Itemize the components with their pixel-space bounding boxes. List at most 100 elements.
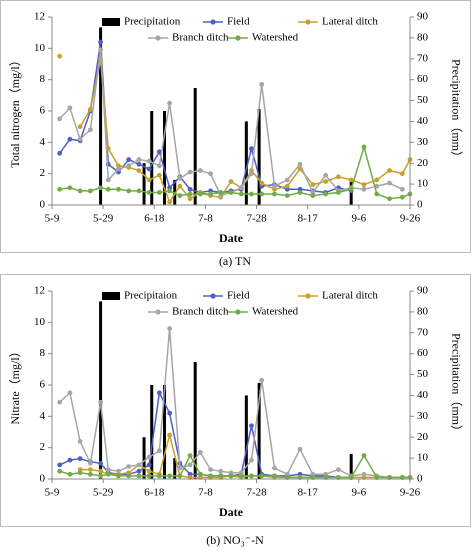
y-tick-label: 6 xyxy=(40,105,46,117)
series-point xyxy=(77,136,83,142)
series-point xyxy=(146,462,152,468)
x-tick-label: 9-26 xyxy=(400,487,421,499)
series-point xyxy=(146,177,152,183)
series-point xyxy=(323,179,329,184)
series-point xyxy=(167,473,173,479)
precipitation-bar xyxy=(193,362,197,479)
series-point xyxy=(157,172,162,178)
series-point xyxy=(208,473,213,479)
y-tick-label: 8 xyxy=(40,73,46,85)
series-point xyxy=(136,168,142,173)
y2-tick-label: 20 xyxy=(417,157,429,169)
y-axis-title: Total nitrogen（mg/l） xyxy=(8,54,22,167)
x-tick-label: 6-18 xyxy=(144,213,165,225)
series-point xyxy=(374,191,380,197)
series-point xyxy=(57,53,63,59)
series-point xyxy=(87,467,93,472)
series-point xyxy=(98,47,103,53)
series-point xyxy=(57,399,63,405)
series-point xyxy=(98,39,103,45)
series-point xyxy=(167,188,173,194)
series-point xyxy=(126,473,132,479)
series-point xyxy=(77,188,83,194)
x-tick-label: 9-6 xyxy=(352,487,367,499)
series-point xyxy=(361,186,367,192)
series-point xyxy=(310,182,316,188)
series-point xyxy=(187,196,193,202)
series-point xyxy=(87,460,93,466)
series-point xyxy=(208,171,213,177)
series-point xyxy=(374,177,380,183)
x-tick-label: 5-9 xyxy=(45,213,60,225)
series-point xyxy=(67,136,73,142)
series-point xyxy=(167,199,173,205)
series-line xyxy=(59,49,403,197)
series-point xyxy=(167,326,173,331)
x-tick-label: 5-9 xyxy=(45,487,60,499)
legend-swatch xyxy=(102,292,120,300)
series-point xyxy=(116,166,121,172)
precipitation-bar xyxy=(163,111,167,205)
series-point xyxy=(361,453,367,458)
series-point xyxy=(249,191,254,197)
series-point xyxy=(126,157,132,162)
precipitation-bar xyxy=(99,27,103,206)
y2-tick-label: 70 xyxy=(417,52,429,64)
y2-tick-label: 30 xyxy=(417,136,429,148)
series-point xyxy=(57,462,63,468)
series-point xyxy=(238,191,244,197)
series-point xyxy=(57,468,63,474)
series-point xyxy=(67,457,73,463)
series-point xyxy=(146,190,152,195)
series-point xyxy=(249,423,254,429)
y2-tick-label: 90 xyxy=(417,285,429,297)
series-point xyxy=(249,457,254,463)
legend-label: Field xyxy=(227,16,250,28)
series-point xyxy=(187,169,193,175)
legend-swatch xyxy=(210,19,216,25)
series-point xyxy=(167,410,173,416)
series-point xyxy=(136,188,142,194)
series-point xyxy=(259,81,265,87)
y2-tick-label: 10 xyxy=(417,452,429,464)
series-point xyxy=(57,150,63,156)
y2-tick-label: 50 xyxy=(417,94,429,106)
series-line xyxy=(59,41,352,194)
series-point xyxy=(87,127,93,133)
x-tick-label: 5-29 xyxy=(93,487,114,499)
legend-swatch xyxy=(235,309,241,315)
legend-swatch xyxy=(305,293,311,299)
series-point xyxy=(297,161,303,167)
y2-axis-title: Precipitation（mm） xyxy=(449,59,463,163)
x-tick-label: 5-29 xyxy=(93,213,114,225)
series-point xyxy=(336,174,341,180)
series-point xyxy=(218,190,224,195)
y-tick-label: 6 xyxy=(40,379,46,391)
series-point xyxy=(197,471,203,477)
series-line xyxy=(59,390,352,479)
y2-tick-label: 80 xyxy=(417,305,429,317)
y2-tick-label: 40 xyxy=(417,115,429,127)
series-point xyxy=(323,191,329,197)
precipitation-bar xyxy=(142,437,146,479)
series-point xyxy=(297,446,303,452)
series-point xyxy=(197,168,203,173)
series-point xyxy=(187,191,193,197)
x-axis-title: Date xyxy=(219,505,244,519)
y2-tick-label: 60 xyxy=(417,347,429,359)
y2-tick-label: 50 xyxy=(417,368,429,380)
precipitation-bar xyxy=(99,301,103,479)
y-tick-label: 12 xyxy=(34,285,45,297)
series-point xyxy=(297,190,303,195)
precipitation-bar xyxy=(244,121,248,205)
series-point xyxy=(228,179,234,184)
series-point xyxy=(105,471,111,477)
series-point xyxy=(157,390,162,396)
series-point xyxy=(177,175,183,181)
series-point xyxy=(272,473,277,479)
y-tick-label: 4 xyxy=(40,410,46,422)
series-point xyxy=(146,158,152,164)
series-point xyxy=(310,193,316,199)
series-point xyxy=(399,186,405,192)
legend-swatch xyxy=(102,18,120,26)
